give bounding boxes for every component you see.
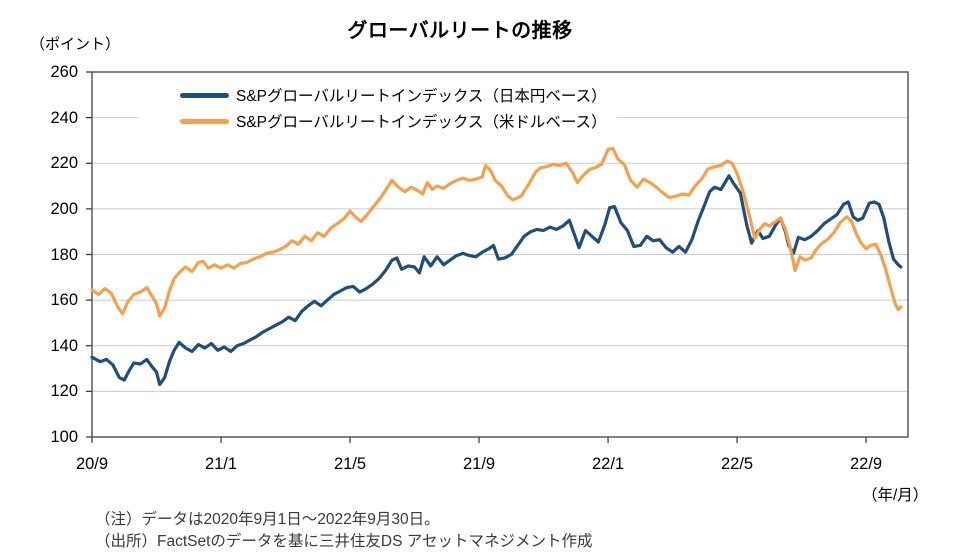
x-tick-label: 20/9: [75, 455, 109, 473]
y-tick-label: 120: [50, 382, 78, 401]
chart-title: グローバルリートの推移: [347, 20, 573, 42]
y-axis-unit-label: （ポイント）: [30, 36, 121, 53]
legend-item-usd: S&Pグローバルリートインデックス（米ドルベース）: [180, 108, 607, 134]
series-line-usd: [90, 146, 903, 318]
series-line-jpy: [90, 174, 903, 387]
legend-item-jpy: S&Pグローバルリートインデックス（日本円ベース）: [180, 82, 607, 108]
chart-svg: [86, 71, 909, 443]
x-axis-unit-label: （年/月）: [862, 487, 929, 504]
x-tick-label: 22/9: [850, 455, 883, 473]
legend-label-usd: S&Pグローバルリートインデックス（米ドルベース）: [236, 114, 607, 131]
y-tick-label: 100: [50, 428, 78, 446]
y-tick-label: 220: [50, 154, 78, 173]
x-tick-label: 22/5: [720, 455, 754, 473]
x-tick-label: 21/1: [204, 455, 238, 473]
legend: S&Pグローバルリートインデックス（日本円ベース） S&Pグローバルリートインデ…: [138, 81, 617, 137]
y-tick-label: 240: [50, 108, 78, 127]
x-tick-label: 21/5: [333, 455, 367, 473]
y-tick-label: 200: [50, 199, 78, 218]
y-tick-label: 140: [50, 336, 78, 355]
legend-label-jpy: S&Pグローバルリートインデックス（日本円ベース）: [236, 88, 607, 105]
y-tick-label: 160: [50, 291, 78, 310]
y-tick-label: 180: [50, 245, 78, 264]
footnote-note: （注）データは2020年9月1日～2022年9月30日。: [95, 511, 440, 528]
footnote-source: （出所）FactSetのデータを基に三井住友DS アセットマネジメント作成: [95, 533, 593, 550]
y-tick-label: 260: [50, 63, 78, 81]
footnotes: （注）データは2020年9月1日～2022年9月30日。 （出所）FactSet…: [95, 509, 592, 553]
jpy-line-swatch: [180, 92, 229, 98]
x-tick-label: 22/1: [591, 455, 625, 473]
x-tick-label: 21/9: [462, 455, 496, 473]
usd-line-swatch: [180, 118, 229, 124]
